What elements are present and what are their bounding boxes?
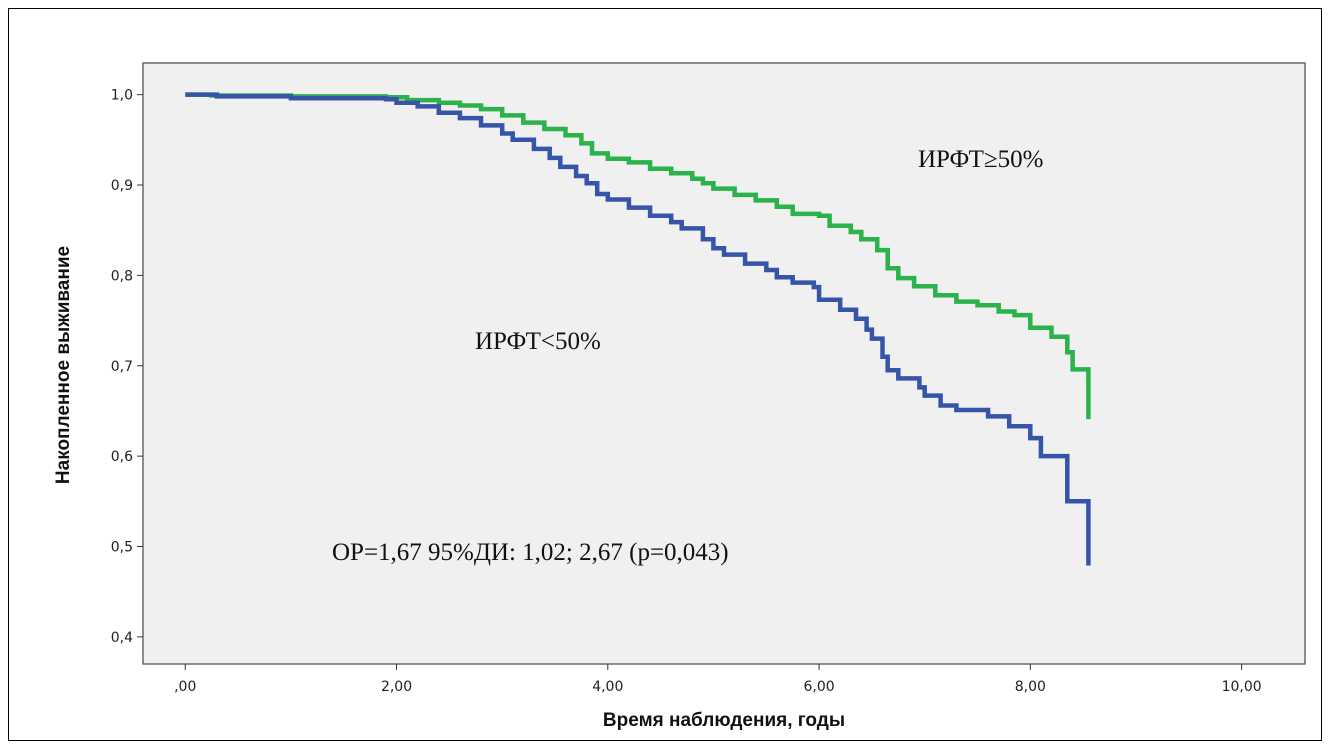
series-layer <box>185 92 1091 566</box>
y-tick-label: 0,8 <box>111 268 133 284</box>
y-axis-title: Накопленное выживание <box>53 246 74 484</box>
y-axis: 0,4 0,5 0,6 0,7 0,8 0,9 1,0 <box>111 88 143 646</box>
plot-area <box>142 62 1306 665</box>
y-tick-label: 0,7 <box>111 359 133 375</box>
annotation-low-group: ИРФТ<50% <box>475 328 601 355</box>
x-axis-title: Время наблюдения, годы <box>603 710 845 731</box>
series-line-high <box>185 92 1091 420</box>
x-tick-label: 4,00 <box>592 679 623 695</box>
x-axis: ,00 2,00 4,00 6,00 8,00 10,00 <box>174 664 1262 695</box>
x-tick-label: 10,00 <box>1222 679 1262 695</box>
x-tick-label: 2,00 <box>381 679 412 695</box>
y-tick-label: 0,9 <box>111 178 133 194</box>
x-tick-label: 8,00 <box>1015 679 1046 695</box>
annotation-hazard-ratio: ОР=1,67 95%ДИ: 1,02; 2,67 (р=0,043) <box>332 539 729 566</box>
annotation-high-group: ИРФТ≥50% <box>918 146 1043 173</box>
chart-frame <box>8 8 1322 741</box>
y-tick-label: 0,5 <box>111 540 133 556</box>
y-tick-label: 0,4 <box>111 630 133 646</box>
y-tick-label: 0,6 <box>111 449 133 465</box>
y-tick-label: 1,0 <box>111 88 133 104</box>
x-tick-label: ,00 <box>174 679 196 695</box>
series-line-low <box>185 92 1091 566</box>
x-tick-label: 6,00 <box>803 679 834 695</box>
